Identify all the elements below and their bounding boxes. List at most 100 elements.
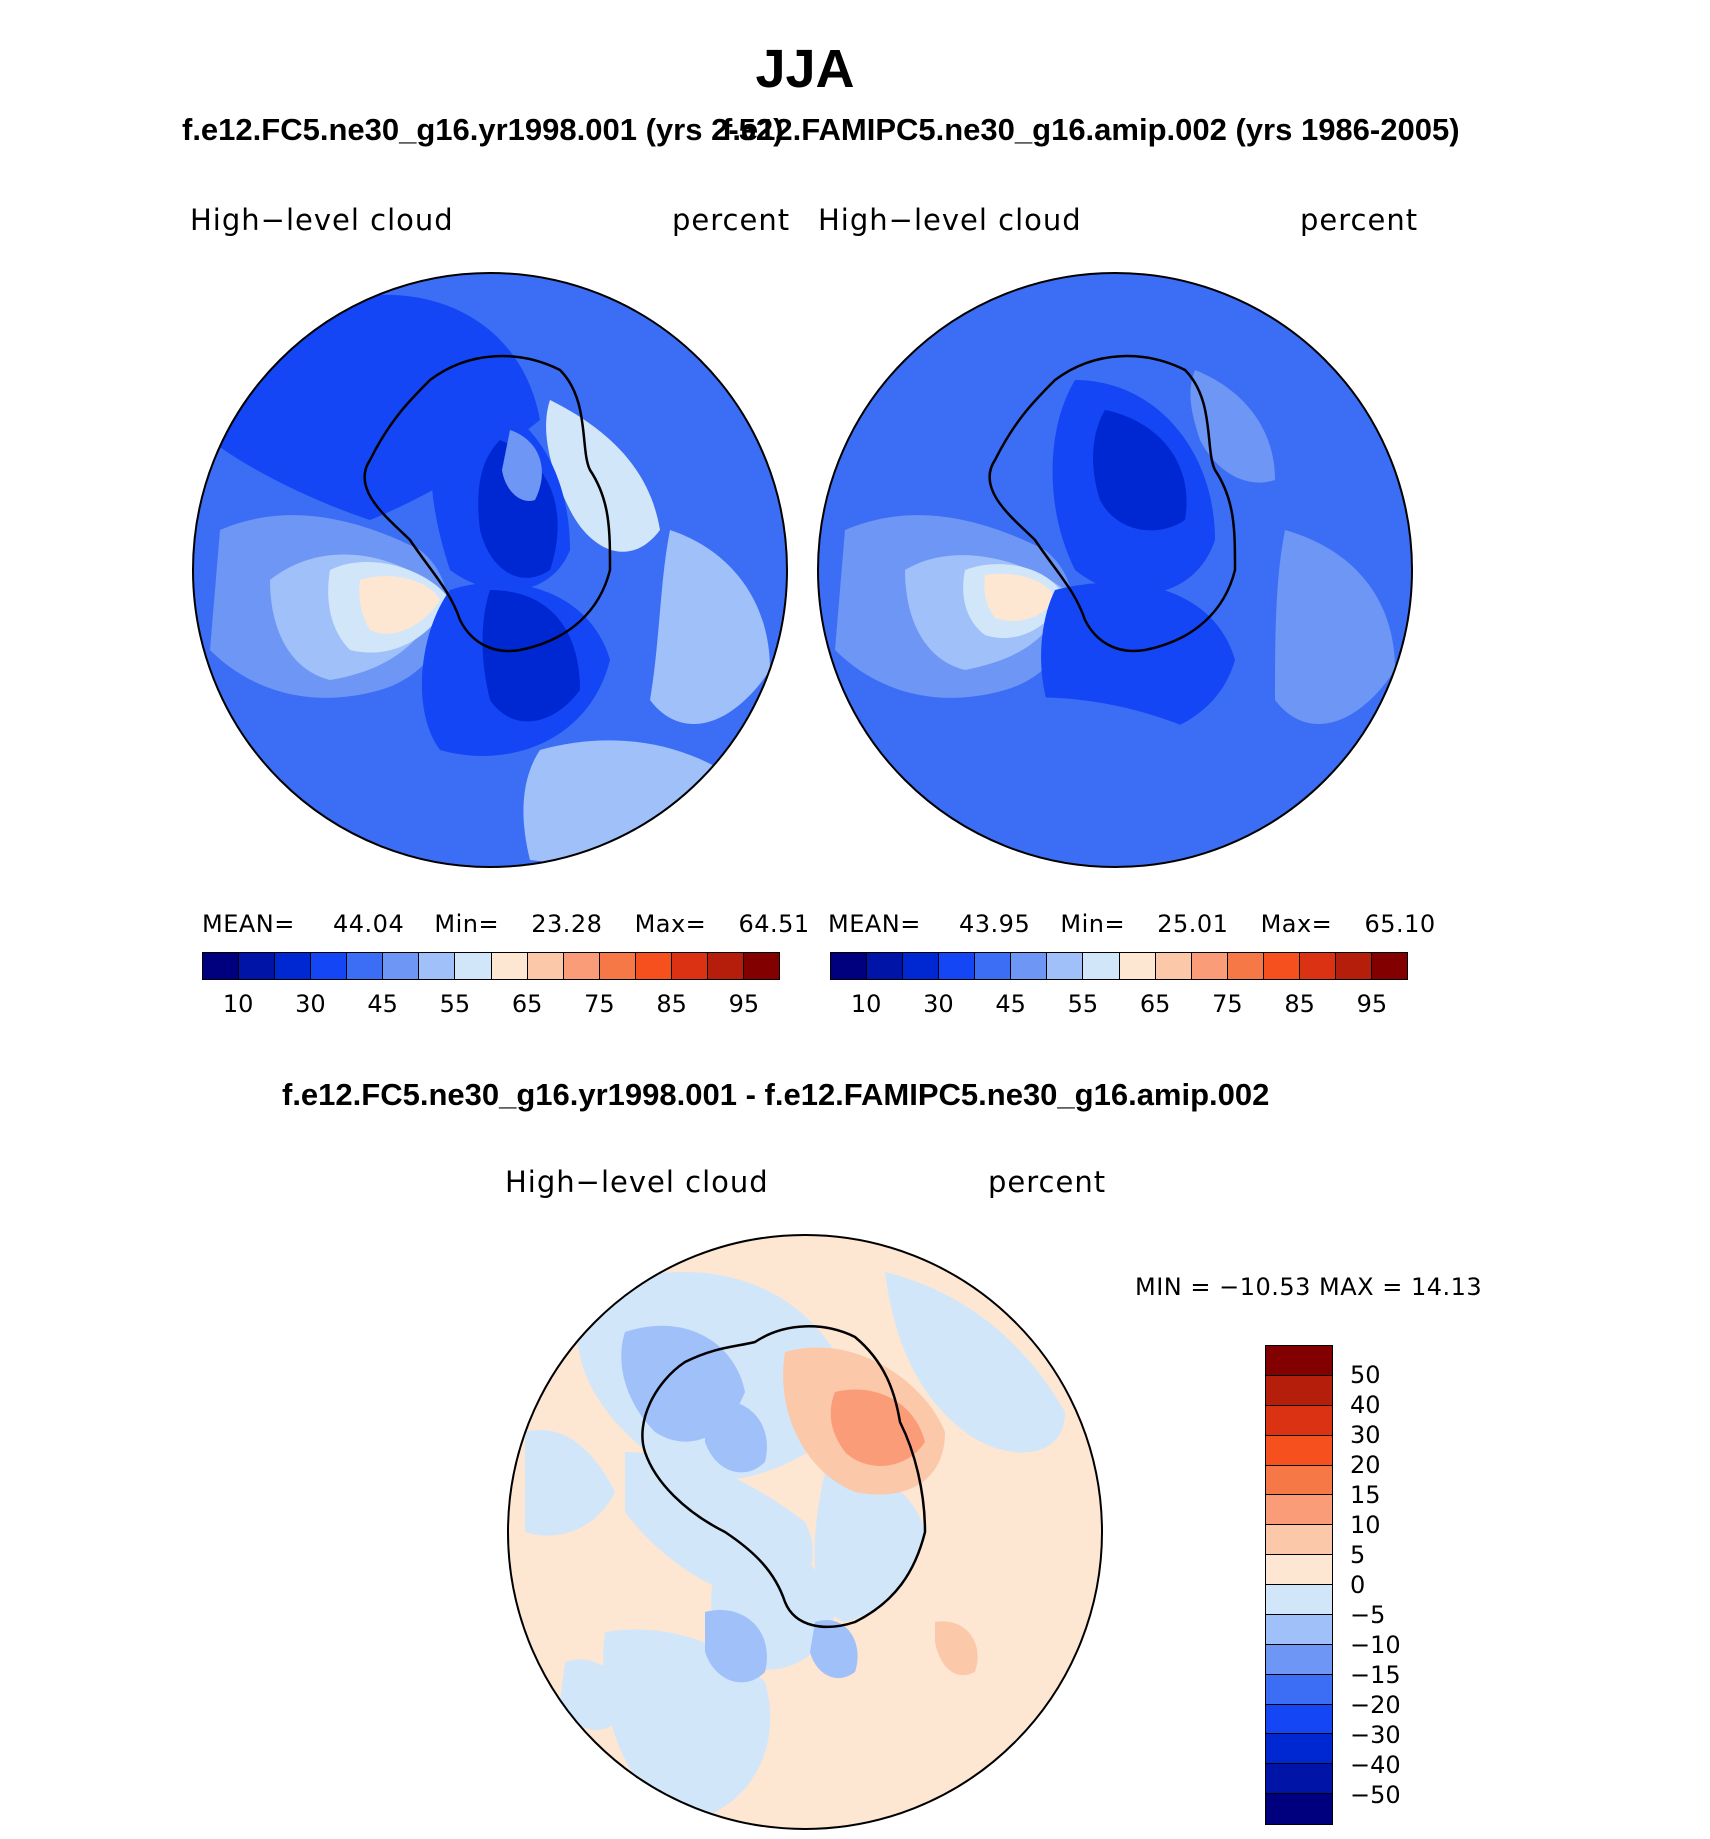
- diff-colorbar-swatch: [1266, 1465, 1332, 1496]
- diff-colorbar-label: −30: [1350, 1721, 1401, 1749]
- diff-colorbar-swatch: [1266, 1585, 1332, 1615]
- panel-1-colorbar-swatch: [635, 953, 672, 979]
- diff-variable-label: High−level cloud: [505, 1165, 769, 1199]
- diff-colorbar-label: 30: [1350, 1421, 1381, 1449]
- panel-2-colorbar-swatch: [831, 953, 868, 979]
- panel-1-colorbar-swatch: [563, 953, 600, 979]
- diff-title: f.e12.FC5.ne30_g16.yr1998.001 - f.e12.FA…: [282, 1077, 1270, 1112]
- diff-colorbar-label: 40: [1350, 1391, 1381, 1419]
- panel-1-units-label: percent: [672, 203, 791, 237]
- diff-colorbar-swatch: [1266, 1346, 1332, 1376]
- panel-2-colorbar-swatch: [1155, 953, 1192, 979]
- diff-colorbar-label: −5: [1350, 1601, 1386, 1629]
- panel-1-stats: MEAN= 44.04 Min= 23.28 Max= 64.51: [202, 910, 810, 938]
- panel-2-colorbar-labels: 10 30 45 55 65 75 85 95: [830, 990, 1408, 1020]
- panel-2-colorbar-tick-label: 65: [1139, 990, 1171, 1018]
- panel-2-mean-label: MEAN=: [828, 910, 921, 938]
- panel-2-colorbar-swatch: [1191, 953, 1228, 979]
- panel-2-units-label: percent: [1300, 203, 1419, 237]
- panel-2-colorbar-tick-label: 10: [850, 990, 882, 1018]
- panel-1-colorbar-tick-label: 55: [439, 990, 471, 1018]
- panel-1-case-title: f.e12.FC5.ne30_g16.yr1998.001 (yrs 2-52): [182, 112, 784, 147]
- panel-1-colorbar-tick-label: 75: [584, 990, 615, 1018]
- panel-2-colorbar-swatch: [1335, 953, 1372, 979]
- panel-1-colorbar-tick-label: 10: [222, 990, 254, 1018]
- panel-1-colorbar-swatch: [311, 953, 348, 979]
- panel-1-variable-label: High−level cloud: [190, 203, 454, 237]
- panel-2-colorbar-swatch: [1119, 953, 1156, 979]
- diff-colorbar-swatch: [1266, 1644, 1332, 1675]
- panel-2-colorbar-swatch: [975, 953, 1012, 979]
- panel-1-colorbar-swatch: [347, 953, 384, 979]
- panel-1-colorbar-swatch: [275, 953, 312, 979]
- panel-1-colorbar-swatch: [599, 953, 636, 979]
- panel-2-colorbar-swatch: [1083, 953, 1120, 979]
- diff-colorbar: [1265, 1345, 1333, 1825]
- panel-2-min-value: 25.01: [1157, 910, 1229, 938]
- diff-colorbar-swatch: [1266, 1674, 1332, 1705]
- diff-colorbar-label: 10: [1350, 1511, 1381, 1539]
- panel-2-case-title: f.e12.FAMIPC5.ne30_g16.amip.002 (yrs 198…: [722, 112, 1460, 147]
- panel-2-stats: MEAN= 43.95 Min= 25.01 Max= 65.10: [828, 910, 1436, 938]
- diff-colorbar-swatch: [1266, 1375, 1332, 1406]
- diff-colorbar-swatch: [1266, 1794, 1332, 1824]
- diff-colorbar-swatch: [1266, 1704, 1332, 1735]
- panel-1-max-label: Max=: [634, 910, 707, 938]
- panel-1-colorbar-swatch: [383, 953, 420, 979]
- panel-2-colorbar-swatch: [1227, 953, 1264, 979]
- panel-2-colorbar-swatch: [1047, 953, 1084, 979]
- diff-colorbar-swatch: [1266, 1555, 1332, 1585]
- panel-1-colorbar-tick-label: 65: [511, 990, 543, 1018]
- panel-1-colorbar-swatch: [491, 953, 528, 979]
- panel-1-colorbar-swatch: [671, 953, 708, 979]
- diff-colorbar-swatch: [1266, 1614, 1332, 1645]
- panel-2-colorbar-tick-label: 85: [1284, 990, 1315, 1018]
- panel-1-colorbar-swatch: [419, 953, 456, 979]
- diff-colorbar-label: −10: [1350, 1631, 1401, 1659]
- panel-1-colorbar-tick-label: 45: [367, 990, 398, 1018]
- diff-colorbar-label: −50: [1350, 1781, 1401, 1809]
- panel-1-mean-value: 44.04: [333, 910, 405, 938]
- panel-2-min-label: Min=: [1060, 910, 1126, 938]
- panel-1-min-value: 23.28: [531, 910, 603, 938]
- panel-2-colorbar-swatch: [1263, 953, 1300, 979]
- panel-1-colorbar-tick-label: 95: [728, 990, 760, 1018]
- panel-2-colorbar: [830, 952, 1408, 980]
- panel-2-colorbar-swatch: [1371, 953, 1407, 979]
- diff-colorbar-swatch: [1266, 1495, 1332, 1526]
- panel-1-colorbar-swatch: [743, 953, 779, 979]
- diff-units-label: percent: [988, 1165, 1107, 1199]
- diff-colorbar-label: −20: [1350, 1691, 1401, 1719]
- panel-2-colorbar-swatch: [939, 953, 976, 979]
- diff-colorbar-label: −40: [1350, 1751, 1401, 1779]
- page-title: JJA: [755, 39, 855, 99]
- diff-colorbar-swatch: [1266, 1734, 1332, 1765]
- panel-2-colorbar-tick-label: 55: [1067, 990, 1099, 1018]
- panel-1-colorbar-swatch: [239, 953, 276, 979]
- diff-minmax: MIN = −10.53 MAX = 14.13: [1135, 1273, 1483, 1301]
- diff-colorbar-swatch: [1266, 1405, 1332, 1436]
- panel-1-colorbar-swatch: [527, 953, 564, 979]
- diff-colorbar-label: 20: [1350, 1451, 1381, 1479]
- diff-colorbar-label: 5: [1350, 1541, 1366, 1569]
- panel-2-colorbar-tick-label: 95: [1356, 990, 1388, 1018]
- panel-2-colorbar-swatch: [903, 953, 940, 979]
- diff-colorbar-label: 50: [1350, 1361, 1381, 1389]
- panel-1-colorbar: [202, 952, 780, 980]
- panel-2-colorbar-tick-label: 45: [995, 990, 1026, 1018]
- diff-polar-map: [507, 1234, 1103, 1830]
- diff-colorbar-label: −15: [1350, 1661, 1401, 1689]
- diff-colorbar-swatch: [1266, 1764, 1332, 1795]
- panel-2-colorbar-swatch: [1011, 953, 1048, 979]
- panel-2-variable-label: High−level cloud: [818, 203, 1082, 237]
- diff-colorbar-swatch: [1266, 1435, 1332, 1466]
- diff-colorbar-label: 15: [1350, 1481, 1381, 1509]
- panel-2-polar-map: [817, 272, 1413, 868]
- panel-2-max-label: Max=: [1260, 910, 1333, 938]
- panel-1-colorbar-tick-label: 30: [295, 990, 326, 1018]
- panel-2-colorbar-swatch: [867, 953, 904, 979]
- panel-1-colorbar-tick-label: 85: [656, 990, 687, 1018]
- panel-2-colorbar-swatch: [1299, 953, 1336, 979]
- panel-2-max-value: 65.10: [1364, 910, 1436, 938]
- panel-2-colorbar-tick-label: 30: [923, 990, 954, 1018]
